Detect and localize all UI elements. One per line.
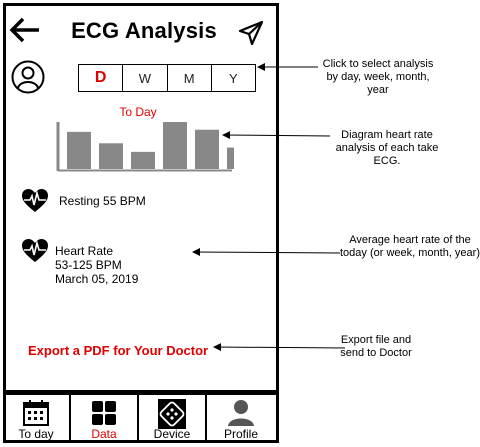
period-day-button[interactable]: D [79,65,124,91]
period-annotation: Click to select analysis by day, week, m… [322,58,434,96]
grid-icon [92,401,116,425]
heart-pulse-icon [22,239,48,262]
chart-title: To Day [119,105,157,119]
period-selector: D W M Y [78,64,256,92]
phone-frame [3,3,279,443]
bottom-nav: To day Data Device Profile [3,390,279,443]
chart-bar [67,131,91,169]
heart-rate-date: March 05, 2019 [55,272,139,286]
arrow-left-icon[interactable] [9,17,41,43]
user-avatar-icon[interactable] [11,60,45,94]
tab-device[interactable]: Device [139,395,207,443]
chart-bar [99,143,123,169]
send-icon[interactable] [238,20,264,46]
page-title: ECG Analysis [71,18,217,43]
heart-rate-summary: Heart Rate 53-125 BPM March 05, 2019 [55,244,138,286]
tab-device-label: Device [153,427,191,441]
tab-data-label: Data [91,427,117,441]
heart-rate-label: Heart Rate [55,244,114,258]
tab-profile-label: Profile [223,427,258,441]
chart-bar [163,122,187,169]
tab-today[interactable]: To day [3,395,71,443]
tab-today-label: To day [18,427,54,441]
average-annotation: Average heart rate of the today (or week… [339,234,480,259]
tab-data[interactable]: Data [71,395,139,443]
export-pdf-link[interactable]: Export a PDF for Your Doctor [28,343,209,358]
period-year-button[interactable]: Y [229,70,238,86]
heart-pulse-icon [22,189,48,212]
profile-icon [228,400,254,426]
export-annotation: Export file and send to Doctor [340,334,412,359]
heart-rate-chart [56,122,234,172]
calendar-icon [23,400,49,426]
chart-bar [227,147,234,169]
tab-profile[interactable]: Profile [207,395,275,443]
chart-annotation: Diagram heart rate analysis of each take… [335,129,439,167]
period-week-button[interactable]: W [123,65,168,91]
period-month-button[interactable]: M [168,65,212,91]
chart-bar [195,129,219,169]
heart-rate-range: 53-125 BPM [55,258,122,272]
chart-bar [131,151,155,169]
device-icon [158,399,186,429]
resting-bpm: Resting 55 BPM [59,194,146,208]
